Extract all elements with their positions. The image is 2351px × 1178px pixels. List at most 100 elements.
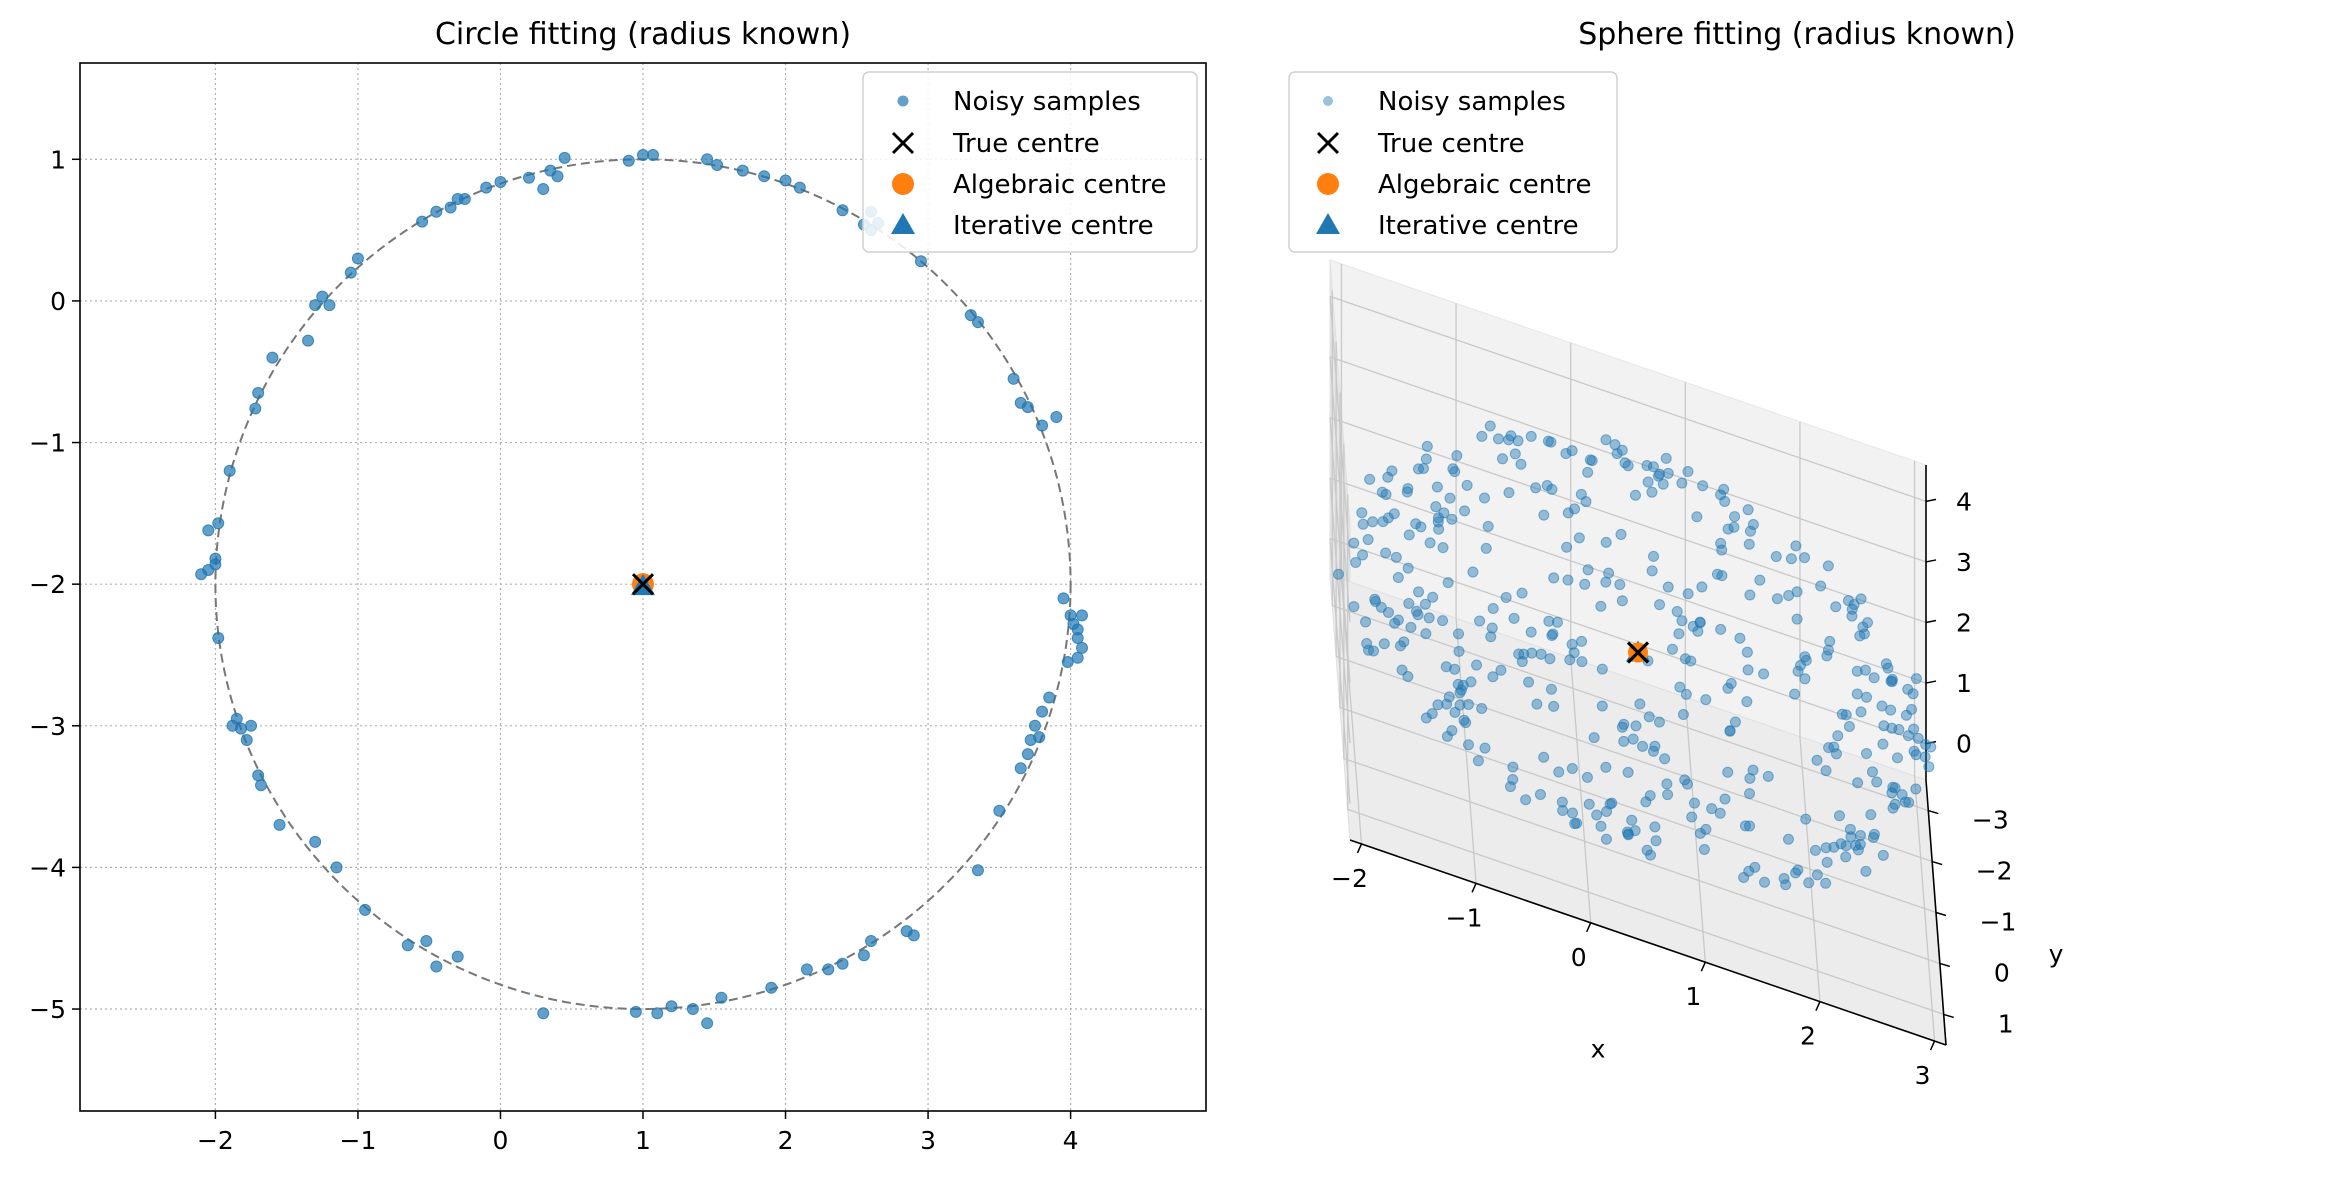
grid-line-z-back [1329, 295, 1927, 502]
sample-point [1912, 732, 1924, 744]
sample-point [1033, 731, 1046, 744]
sample-point [359, 903, 372, 916]
sample-point [1582, 466, 1594, 478]
sample-point [1472, 755, 1484, 767]
sample-point [1679, 653, 1691, 665]
sample-point [1388, 508, 1400, 520]
sample-point [1432, 512, 1444, 524]
sample-point [1643, 711, 1655, 723]
sample-point [1671, 605, 1683, 617]
sample-point [1505, 430, 1517, 442]
sample-point [1714, 807, 1726, 819]
sample-point [1557, 804, 1569, 816]
y-tick-label: −2 [29, 570, 66, 599]
sample-point [1673, 628, 1685, 640]
x-tick [1700, 961, 1706, 972]
y-tick-label: 1 [50, 145, 66, 174]
legend-samples-label: Noisy samples [953, 87, 1141, 117]
sample-point [1516, 587, 1528, 599]
sample-point [1648, 550, 1660, 562]
sample-point [1851, 688, 1863, 700]
sample-point [1650, 835, 1662, 847]
sample-point [1484, 420, 1496, 432]
sample-point [1595, 600, 1607, 612]
sample-point [330, 861, 343, 874]
sample-point [1824, 635, 1836, 647]
sample-point [1447, 463, 1459, 475]
sample-point [1392, 614, 1404, 626]
y-tick-label: −4 [29, 853, 66, 882]
sample-point [1792, 665, 1804, 677]
sample-point [1566, 638, 1578, 650]
sample-point [1420, 628, 1432, 640]
sample-point [1861, 691, 1873, 703]
sample-point [1877, 849, 1889, 861]
sample-point [1581, 771, 1593, 783]
sample-point [1886, 787, 1898, 799]
sample-point [1700, 823, 1712, 835]
sample-point [202, 524, 215, 537]
sample-point [1415, 521, 1427, 533]
sample-point [1778, 873, 1790, 885]
legend-true-label: True centre [952, 129, 1100, 159]
sample-point [1543, 615, 1555, 627]
sample-point [1332, 568, 1344, 580]
sample-point [1576, 656, 1588, 668]
sample-point [1715, 489, 1727, 501]
sample-point [736, 164, 749, 177]
sample-point [1832, 730, 1844, 742]
sample-point [1576, 635, 1588, 647]
sample-point [1822, 560, 1834, 572]
sample-point [1442, 577, 1454, 589]
sample-point [1523, 676, 1535, 688]
grid-line-y-floor [1347, 808, 1944, 1016]
sample-point [1867, 831, 1879, 843]
sample-point [1889, 798, 1901, 810]
sample-point [1459, 505, 1471, 517]
sample-point [1654, 468, 1666, 480]
sample-point [1431, 481, 1443, 493]
sample-point [1348, 537, 1360, 549]
sample-point [1626, 814, 1638, 826]
sample-point [1848, 598, 1860, 610]
x-tick [1815, 1001, 1821, 1011]
sample-point [1551, 616, 1563, 628]
legend-true-marker [1316, 131, 1340, 155]
sample-point [1811, 869, 1823, 881]
sample-point [1588, 732, 1600, 744]
y-tick [1939, 962, 1951, 968]
sample-point [993, 804, 1006, 817]
sample-point [1364, 473, 1376, 485]
sample-point [1902, 730, 1914, 742]
sample-point [1780, 879, 1792, 891]
grid-line-z-left [1329, 538, 1351, 804]
sample-point [1036, 419, 1049, 432]
sample-point [1546, 483, 1558, 495]
sample-point [1706, 803, 1718, 815]
x-tick-label: 1 [1685, 982, 1701, 1011]
x-tick-label: 3 [1915, 1061, 1931, 1090]
sample-point [1744, 525, 1756, 537]
sample-point [914, 255, 927, 268]
sample-point [223, 464, 236, 477]
sample-point [1508, 612, 1520, 624]
sample-point [1362, 534, 1374, 546]
sample-point [1482, 520, 1494, 532]
sample-point [1677, 708, 1689, 720]
sample-point [1734, 632, 1746, 644]
sample-point [1380, 547, 1392, 559]
sample-point [1718, 483, 1730, 495]
sample-point [252, 386, 265, 399]
sample-point [1871, 776, 1883, 788]
sample-point [1799, 552, 1811, 564]
sample-point [1791, 613, 1803, 625]
sample-point [1654, 599, 1666, 611]
sample-point [1754, 574, 1766, 586]
sample-point [1830, 601, 1842, 613]
true-centre-marker [631, 573, 655, 596]
sample-point [1386, 465, 1398, 477]
grid-line-y-floor [1343, 757, 1941, 965]
sample-point [1742, 664, 1754, 676]
plot-title: Sphere fitting (radius known) [1578, 17, 2016, 52]
sample-point [1859, 664, 1871, 676]
